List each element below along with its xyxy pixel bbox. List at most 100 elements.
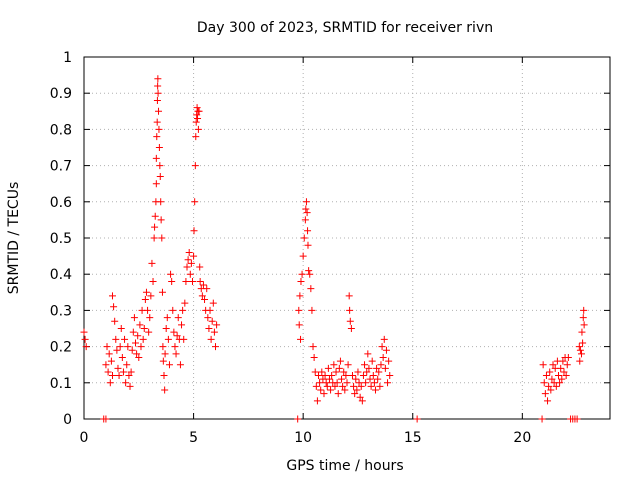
data-point (309, 343, 317, 351)
data-point (153, 118, 161, 126)
data-point (139, 335, 147, 343)
data-point (547, 386, 555, 394)
data-point (304, 227, 312, 235)
y-tick-label: 0.9 (50, 86, 72, 102)
data-point (117, 325, 125, 332)
data-point (159, 343, 167, 351)
data-point (122, 379, 130, 387)
data-point (301, 216, 309, 224)
data-point (544, 397, 552, 405)
data-point (133, 350, 141, 358)
data-point (369, 372, 377, 380)
data-point (192, 133, 200, 141)
data-point (549, 361, 557, 369)
data-point (377, 361, 385, 369)
data-point (181, 299, 189, 307)
data-point (359, 372, 367, 380)
x-tick-label: 10 (294, 430, 312, 446)
data-point (380, 335, 388, 343)
data-point (368, 357, 376, 365)
data-point (319, 375, 327, 383)
data-point (320, 390, 328, 398)
y-tick-label: 0.4 (50, 267, 72, 283)
data-point (578, 328, 586, 336)
data-point (315, 372, 323, 380)
data-point (160, 372, 168, 380)
data-point (311, 368, 319, 376)
data-point (210, 328, 218, 336)
data-point (213, 321, 221, 329)
data-point (318, 368, 326, 376)
data-point (105, 350, 113, 358)
data-point (205, 325, 213, 332)
data-point (212, 343, 219, 351)
data-point (327, 386, 335, 394)
data-point (340, 368, 348, 376)
data-point (174, 314, 182, 322)
data-point (545, 382, 553, 390)
data-point (302, 198, 310, 206)
data-point (375, 368, 383, 376)
data-point (355, 379, 363, 387)
data-point (302, 205, 310, 213)
data-point (151, 212, 159, 220)
data-point (208, 317, 216, 325)
data-point (107, 357, 115, 365)
data-point (308, 306, 316, 314)
data-point (538, 415, 546, 423)
data-point (295, 306, 303, 314)
data-point (331, 382, 339, 390)
data-point (361, 361, 369, 369)
data-point (147, 292, 155, 300)
data-point (345, 292, 353, 300)
data-point (562, 372, 570, 380)
data-point (317, 386, 325, 394)
data-point (365, 364, 373, 372)
data-point (564, 353, 572, 361)
data-point (346, 306, 354, 314)
data-point (102, 415, 110, 423)
data-point (156, 162, 164, 170)
data-point (163, 314, 171, 322)
data-point (558, 375, 566, 383)
axis-ticks (83, 56, 610, 420)
data-point (154, 89, 162, 97)
data-point (116, 343, 124, 351)
data-point (113, 346, 121, 354)
data-point (540, 379, 548, 387)
data-point (356, 393, 364, 401)
data-point (144, 306, 152, 314)
data-point (328, 372, 336, 380)
data-point (298, 270, 306, 278)
data-point (556, 379, 564, 387)
data-point (184, 256, 192, 264)
data-point (111, 317, 119, 325)
data-point (413, 415, 421, 423)
y-tick-label: 0.1 (50, 376, 72, 392)
data-point (186, 270, 194, 278)
data-point (348, 372, 356, 380)
data-point (155, 144, 163, 151)
data-point (207, 335, 215, 343)
data-point (542, 372, 550, 380)
data-point (338, 375, 346, 383)
data-point (209, 299, 217, 307)
data-point (108, 372, 116, 380)
data-point (136, 321, 144, 329)
data-point (198, 292, 206, 300)
data-point (190, 227, 198, 235)
data-point (376, 382, 384, 390)
data-points (80, 75, 588, 423)
data-point (297, 335, 305, 343)
y-tick-label: 1 (63, 50, 72, 66)
data-point (323, 382, 331, 390)
y-axis-label: SRMTID / TECUs (6, 182, 22, 295)
data-point (303, 209, 311, 217)
data-point (132, 339, 140, 347)
data-point (341, 386, 349, 394)
data-point (580, 306, 588, 314)
data-point (125, 372, 133, 380)
data-point (299, 252, 307, 260)
data-point (193, 104, 201, 112)
data-point (129, 328, 137, 336)
